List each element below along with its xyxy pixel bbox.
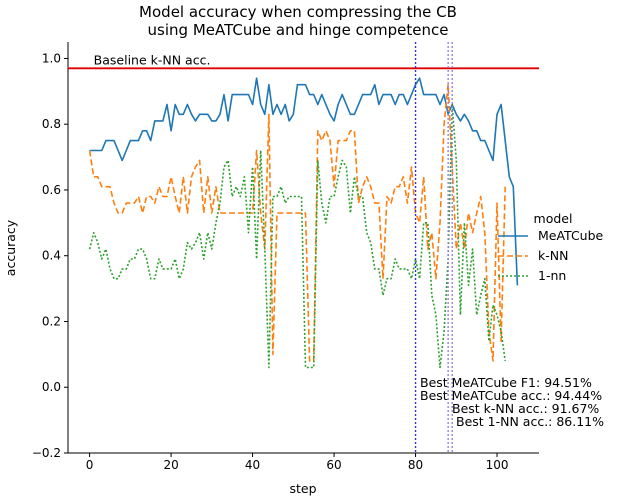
y-tick-label: 0.2 [42, 314, 61, 328]
series-line-knn [88, 83, 506, 362]
annotation-best-1nn-acc: Best 1-NN acc.: 86.11% [456, 414, 604, 429]
annotation-best-knn-acc: Best k-NN acc.: 91.67% [452, 401, 599, 416]
y-tick-label: 1.0 [42, 51, 61, 65]
chart-title-line-1: Model accuracy when compressing the CB [139, 3, 457, 21]
x-axis-label: step [289, 481, 316, 496]
x-tick-label: 40 [245, 458, 260, 472]
baseline-label: Baseline k-NN acc. [94, 52, 211, 67]
annotation-best-meatcube-f1: Best MeATCube F1: 94.51% [420, 375, 592, 390]
plot-area: 0 20 40 60 80 100 −0.2 0.0 0.2 0.4 0.6 0.8 1.0 Baseli… [32, 42, 539, 472]
legend-title: model [534, 211, 573, 226]
y-tick-label: −0.2 [32, 446, 61, 460]
legend-label-1-nn: 1-nn [538, 268, 566, 283]
x-tick-label: 60 [326, 458, 341, 472]
y-tick-label: 0.0 [42, 380, 61, 394]
x-tick-label: 80 [408, 458, 423, 472]
chart-title-line-2: using MeATCube and hinge competence [148, 21, 449, 39]
legend-label-k-nn: k-NN [538, 248, 568, 263]
y-tick-label: 0.6 [42, 183, 61, 197]
x-tick-label: 20 [163, 458, 178, 472]
y-tick-label: 0.4 [42, 249, 61, 263]
x-tick-label: 100 [486, 458, 509, 472]
best-scores-annotations: Best MeATCube F1: 94.51% Best MeATCube a… [420, 375, 604, 429]
annotation-best-meatcube-acc: Best MeATCube acc.: 94.44% [420, 388, 602, 403]
legend: model MeATCube k-NN 1-nn [498, 211, 604, 283]
x-tick-label: 0 [86, 458, 94, 472]
y-tick-label: 0.8 [42, 117, 61, 131]
y-axis-label: accuracy [3, 219, 18, 276]
legend-label-meatcube: MeATCube [538, 228, 604, 243]
series-line-one-nn [88, 103, 506, 369]
